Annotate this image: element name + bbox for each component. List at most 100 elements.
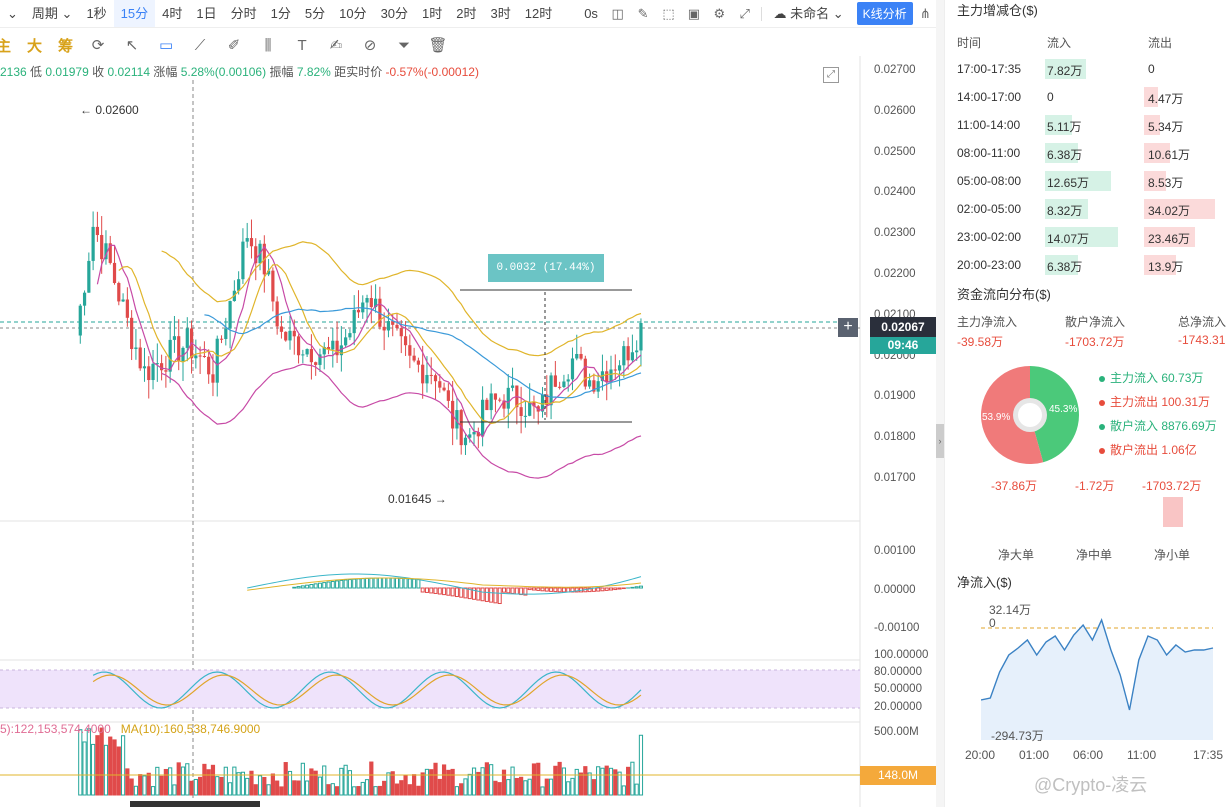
period-1m[interactable]: 1分 bbox=[270, 5, 291, 21]
share-icon[interactable]: ⋔ bbox=[919, 5, 931, 21]
chip-indicator-label[interactable]: 筹 bbox=[58, 37, 74, 55]
period-1d[interactable]: 1日 bbox=[196, 5, 217, 21]
brush-icon[interactable]: ✐ bbox=[227, 37, 241, 54]
collapse-chevron-icon[interactable]: ⌄ bbox=[7, 5, 18, 21]
image-icon[interactable]: ▣ bbox=[687, 5, 701, 21]
period-dropdown[interactable]: 周期 ⌄ bbox=[31, 5, 73, 21]
sub-axis-tick-label: 0.00100 bbox=[874, 545, 916, 557]
cursor-icon[interactable]: ↖ bbox=[125, 37, 139, 54]
sync-icon[interactable]: ⟳ bbox=[91, 37, 105, 54]
volume-bar bbox=[360, 781, 365, 796]
trash-icon[interactable]: 🗑 bbox=[428, 37, 448, 54]
price-tick-label: 0.02300 bbox=[874, 227, 916, 240]
candle-body bbox=[468, 434, 472, 438]
candle-body bbox=[549, 375, 553, 406]
high-value: 2136 bbox=[0, 65, 27, 79]
note-icon[interactable]: ✍ bbox=[329, 37, 343, 54]
period-1h[interactable]: 1时 bbox=[422, 5, 443, 21]
camera-icon[interactable]: ◫ bbox=[611, 5, 624, 21]
boll-upper-line bbox=[161, 241, 642, 357]
period-5m[interactable]: 5分 bbox=[304, 5, 326, 21]
comment-icon[interactable]: ▭ bbox=[158, 37, 174, 54]
k-analysis-button[interactable]: K线分析 bbox=[856, 2, 913, 25]
macd-bar bbox=[326, 581, 331, 589]
period-12h[interactable]: 12时 bbox=[524, 5, 553, 21]
candle-body bbox=[416, 360, 420, 365]
volume-bar bbox=[566, 781, 571, 796]
panel-splitter[interactable] bbox=[936, 0, 944, 807]
text-icon[interactable]: T bbox=[297, 36, 307, 54]
volume-bar bbox=[125, 768, 130, 796]
macd-bar bbox=[540, 587, 545, 592]
close-value: 0.02114 bbox=[107, 65, 151, 79]
net-title: 净流入($) bbox=[957, 575, 1012, 590]
macd-bar bbox=[377, 577, 382, 589]
macd-bar bbox=[506, 587, 511, 594]
volume-bar bbox=[322, 765, 327, 796]
period-30m[interactable]: 30分 bbox=[380, 5, 409, 21]
net-top-label: 32.14万 bbox=[989, 603, 1032, 617]
add-crosshair-button[interactable]: + bbox=[838, 318, 858, 337]
macd-bar bbox=[574, 587, 579, 593]
macd-bar bbox=[617, 587, 622, 590]
candle-body bbox=[100, 235, 104, 260]
candle-body bbox=[374, 298, 378, 308]
candle-body bbox=[194, 355, 198, 359]
period-10m[interactable]: 10分 bbox=[339, 5, 367, 21]
macd-bar bbox=[292, 586, 297, 589]
period-2h[interactable]: 2时 bbox=[456, 5, 477, 21]
fullscreen-icon[interactable]: ⤢ bbox=[739, 5, 750, 21]
volume-bar bbox=[347, 770, 353, 796]
volume-bar bbox=[471, 767, 477, 796]
flow-time: 17:00-17:35 bbox=[957, 62, 1022, 76]
ruler-icon[interactable]: ⟋ bbox=[194, 36, 206, 54]
volume-bar bbox=[142, 775, 147, 796]
volume-bar bbox=[330, 783, 335, 796]
period-1s[interactable]: 1秒 bbox=[86, 5, 107, 21]
layout-dropdown[interactable]: ☁ 未命名 ⌄ bbox=[773, 5, 844, 21]
macd-bar bbox=[514, 587, 519, 595]
candle-body bbox=[117, 283, 121, 302]
volume-bar bbox=[394, 783, 400, 796]
splitter-handle[interactable]: › bbox=[936, 424, 944, 458]
macd-bar bbox=[510, 587, 515, 594]
flow-row: 20:00-23:00 6.38万 13.9万 bbox=[957, 251, 1226, 279]
period-15m[interactable]: 15分 bbox=[113, 0, 156, 27]
candles-icon[interactable]: ⫼ bbox=[264, 36, 272, 54]
volume-bar bbox=[437, 778, 442, 796]
macd-bar bbox=[531, 587, 536, 591]
period-timeshare[interactable]: 分时 bbox=[230, 5, 257, 21]
candle-body bbox=[476, 431, 480, 437]
kline-chart[interactable] bbox=[0, 56, 938, 807]
volume-bar bbox=[210, 764, 216, 796]
gear-icon[interactable]: ⚙ bbox=[713, 5, 726, 21]
magnet-icon[interactable]: ⊘ bbox=[363, 37, 377, 54]
expand-icon[interactable]: ⤢ bbox=[823, 67, 839, 83]
main-indicator-label[interactable]: 主 bbox=[0, 37, 12, 55]
candle-body bbox=[506, 387, 510, 409]
flow-out: 34.02万 bbox=[1148, 204, 1191, 218]
candle-body bbox=[95, 226, 99, 236]
candle-body bbox=[318, 354, 322, 365]
header-time: 时间 bbox=[957, 36, 982, 50]
candle-body bbox=[177, 336, 181, 362]
volume-bar bbox=[163, 768, 168, 796]
flow-row: 08:00-11:00 6.38万 10.61万 bbox=[957, 139, 1226, 167]
macd-bar bbox=[536, 587, 541, 591]
pen-icon[interactable]: ✎ bbox=[637, 5, 649, 21]
period-4h[interactable]: 4时 bbox=[162, 5, 183, 21]
crop-icon[interactable]: ⬚ bbox=[662, 5, 675, 21]
period-3h[interactable]: 3时 bbox=[490, 5, 511, 21]
candle-body bbox=[172, 336, 177, 340]
net-line bbox=[981, 618, 1214, 711]
volume-bar bbox=[116, 746, 121, 796]
macd-bar bbox=[347, 579, 352, 589]
big-indicator-label[interactable]: 大 bbox=[27, 37, 43, 55]
volume-bar bbox=[412, 774, 417, 796]
candle-body bbox=[553, 375, 557, 387]
candle-body bbox=[570, 358, 575, 380]
candle-body bbox=[219, 338, 224, 340]
filter-icon[interactable]: ⏷ bbox=[398, 36, 411, 54]
candle-body bbox=[493, 393, 498, 400]
macd-bar bbox=[630, 586, 635, 589]
